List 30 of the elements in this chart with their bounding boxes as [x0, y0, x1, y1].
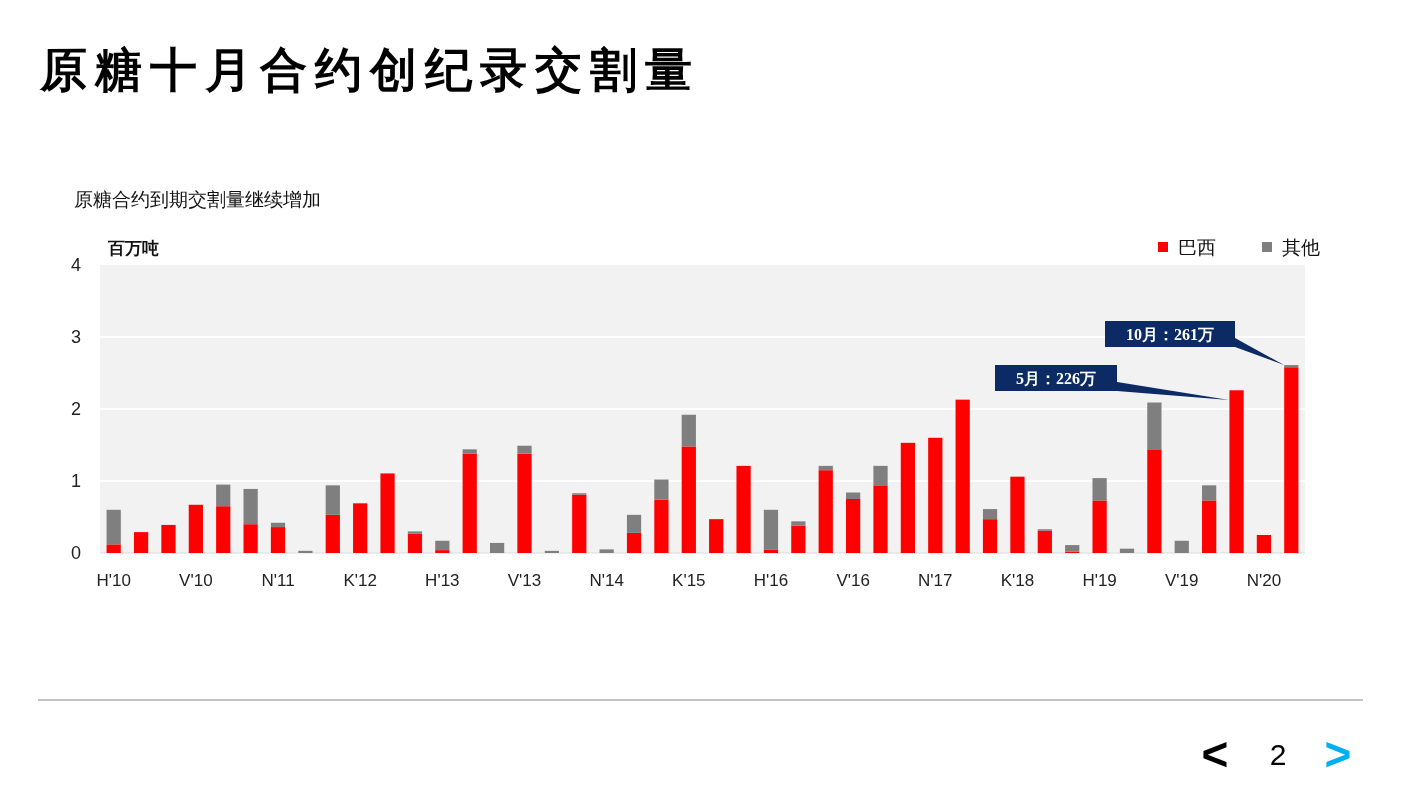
y-tick-label: 2 — [70, 399, 82, 419]
x-tick-label: H'19 — [1082, 571, 1117, 590]
y-tick-label: 1 — [70, 471, 82, 491]
annotation: 5月：226万 — [1016, 370, 1096, 387]
x-tick-label: V'10 — [179, 571, 213, 590]
x-tick-label: H'13 — [425, 571, 460, 590]
x-tick-label: N'20 — [1246, 571, 1282, 590]
x-tick-label: K'18 — [1000, 571, 1035, 590]
x-tick-label: H'16 — [753, 571, 789, 590]
y-tick-label: 0 — [70, 543, 82, 563]
legend-label: 其他 — [1282, 237, 1320, 258]
x-tick-label: N'11 — [261, 571, 295, 590]
y-tick-label: 3 — [70, 327, 82, 347]
y-axis-title: 百万吨 — [107, 239, 159, 258]
x-tick-label: H'10 — [96, 571, 131, 590]
y-tick-label: 4 — [70, 255, 82, 275]
x-tick-label: V'16 — [836, 571, 870, 590]
x-tick-label: N'17 — [918, 571, 953, 590]
text: 2 — [1269, 738, 1287, 771]
x-tick-label: K'15 — [672, 571, 706, 590]
chart-subtitle: 原糖合约到期交割量继续增加 — [74, 189, 321, 210]
text: > — [1324, 728, 1352, 780]
x-tick-label: V'13 — [507, 571, 542, 590]
text: < — [1201, 728, 1229, 780]
annotation: 10月：261万 — [1126, 326, 1214, 343]
chart-title: 原糖十月合约创纪录交割量 — [39, 44, 700, 96]
legend-label: 巴西 — [1178, 237, 1216, 258]
x-tick-label: V'19 — [1165, 571, 1199, 590]
x-tick-label: K'12 — [343, 571, 377, 590]
x-tick-label: N'14 — [589, 571, 624, 590]
